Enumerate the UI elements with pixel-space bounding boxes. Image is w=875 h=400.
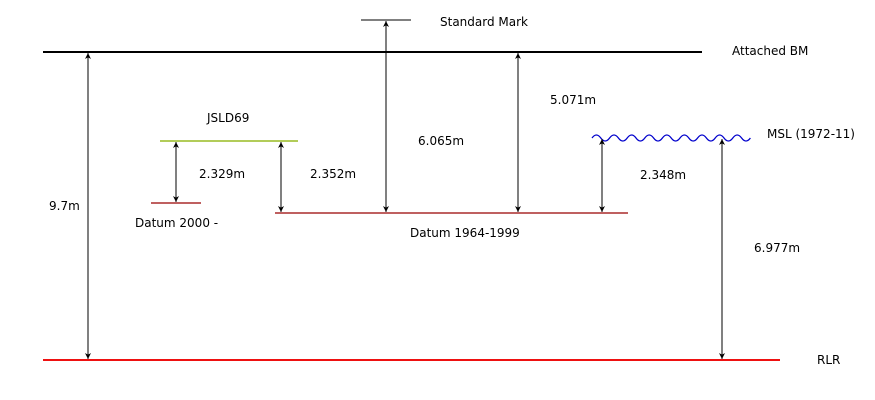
datum-2000-label: Datum 2000 - [135,216,218,230]
jsld69-to-datum1964-value: 2.352m [310,167,356,181]
msl-to-rlr-value: 6.977m [754,241,800,255]
rlr-label: RLR [817,353,840,367]
jsld69-label: JSLD69 [206,111,249,125]
datum-1964-1999-label: Datum 1964-1999 [410,226,520,240]
msl-label: MSL (1972-11) [767,127,855,141]
attached-bm-label: Attached BM [732,44,808,58]
bm-to-datum1964-value: 5.071m [550,93,596,107]
jsld69-to-datum2000-value: 2.329m [199,167,245,181]
msl-wave-line [591,134,751,142]
standard-mark-label: Standard Mark [440,15,528,29]
bm-to-rlr-value: 9.7m [49,199,80,213]
msl-to-datum1964-value: 2.348m [640,168,686,182]
standard-mark-to-datum1964-value: 6.065m [418,134,464,148]
